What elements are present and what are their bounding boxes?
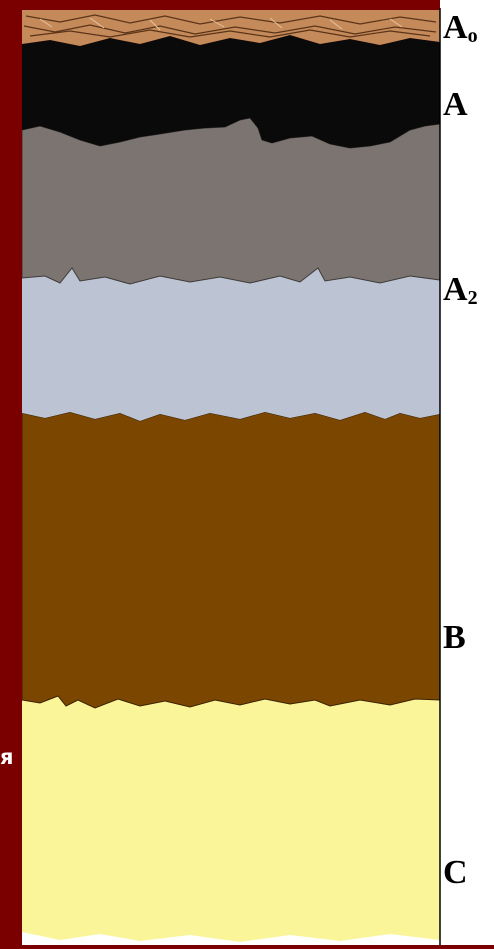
horizon-b-layer [21, 411, 441, 709]
label-c: C [443, 854, 468, 891]
horizon-a-layer [22, 35, 440, 148]
label-a: A [443, 86, 468, 123]
horizon-c-layer [22, 696, 440, 945]
label-b: B [443, 619, 466, 656]
horizon-a2-layer [22, 268, 440, 421]
cut-off-text: я [0, 745, 14, 769]
left-margin [0, 0, 22, 945]
label-ao: Ao [443, 9, 478, 47]
litter-texture [23, 14, 437, 38]
label-a2: A2 [443, 271, 478, 309]
label-strip [440, 0, 494, 945]
